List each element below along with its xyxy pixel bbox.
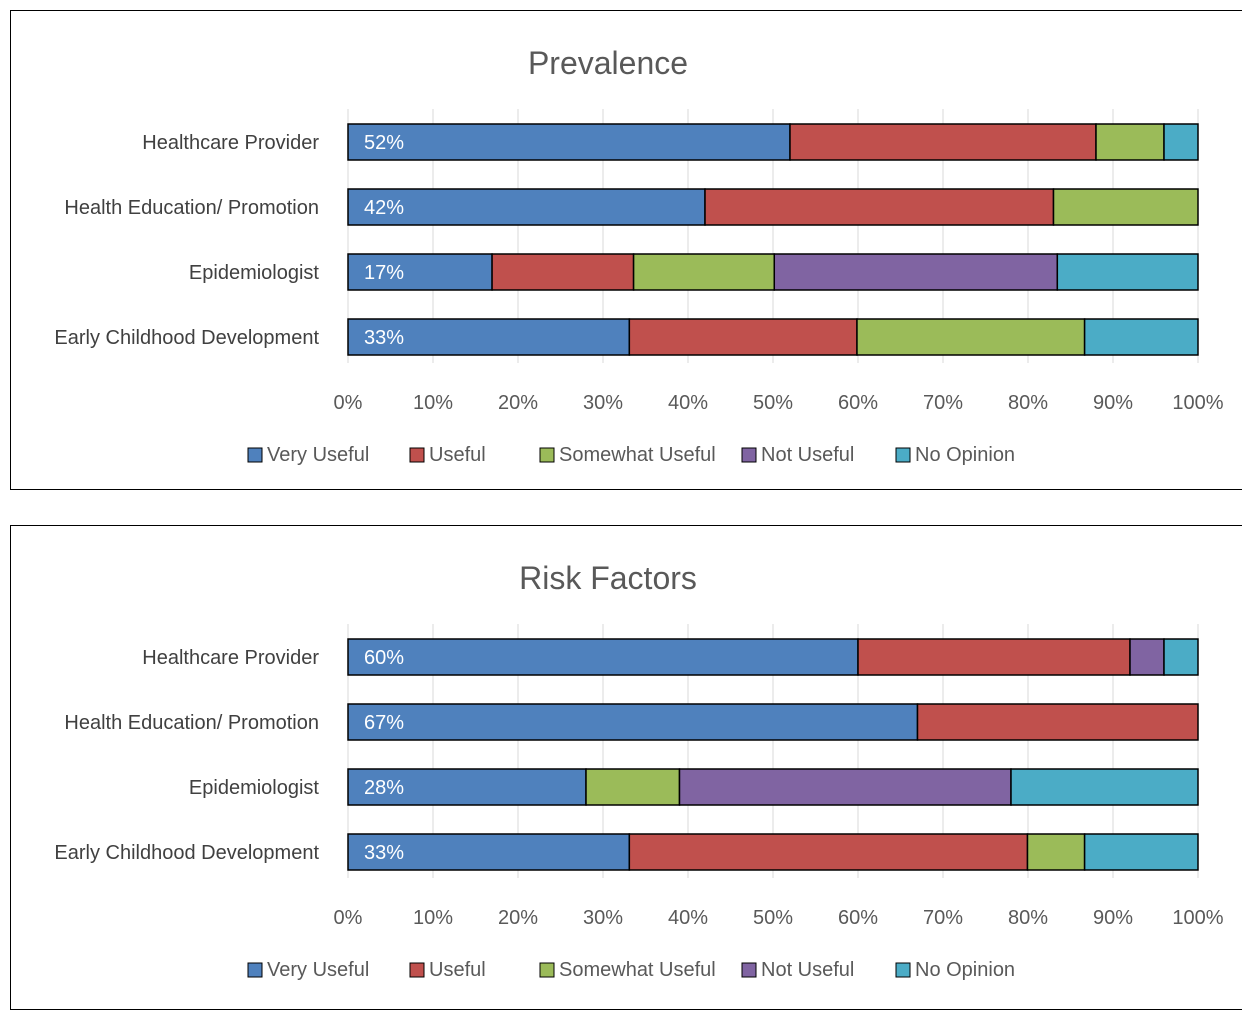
data-label: 28% [364, 777, 404, 799]
bar-segment [856, 318, 1086, 356]
data-label: 42% [364, 197, 404, 219]
x-tick-label: 10% [413, 392, 453, 414]
category-label: Healthcare Provider [142, 132, 319, 154]
legend-label: Useful [429, 959, 486, 981]
bar-segment [773, 253, 1059, 291]
legend-swatch [247, 962, 263, 978]
legend-swatch [409, 962, 425, 978]
bar-segment [347, 703, 919, 741]
category-label: Health Education/ Promotion [64, 197, 319, 219]
category-label: Healthcare Provider [142, 647, 319, 669]
x-tick-label: 0% [334, 907, 363, 929]
bar-segment [789, 123, 1097, 161]
x-tick-label: 80% [1008, 392, 1048, 414]
bar-segment [347, 768, 587, 806]
chart-prevalence: Prevalence Healthcare Provider 52% Health E… [10, 10, 1242, 490]
x-tick-label: 60% [838, 392, 878, 414]
legend-label: Very Useful [267, 444, 369, 466]
x-tick-label: 0% [334, 392, 363, 414]
x-tick-label: 100% [1172, 392, 1223, 414]
bar-segment [1095, 123, 1165, 161]
bar-segment [704, 188, 1055, 226]
bar-segment [1052, 188, 1199, 226]
category-label: Early Childhood Development [54, 842, 319, 864]
x-tick-label: 100% [1172, 907, 1223, 929]
legend-swatch [895, 962, 911, 978]
bar-segment [347, 188, 706, 226]
x-tick-label: 40% [668, 907, 708, 929]
data-label: 17% [364, 262, 404, 284]
x-tick-label: 80% [1008, 907, 1048, 929]
bar-segment [916, 703, 1199, 741]
x-tick-label: 70% [923, 392, 963, 414]
data-label: 67% [364, 712, 404, 734]
chart-risk-factors: Risk Factors Healthcare Provider 60% Health… [10, 525, 1242, 1010]
data-label: 33% [364, 327, 404, 349]
bar-segment [1083, 318, 1199, 356]
bar-segment [1163, 638, 1199, 676]
legend-swatch [409, 447, 425, 463]
legend-swatch [247, 447, 263, 463]
bar-segment [491, 253, 635, 291]
bar-segment [1129, 638, 1165, 676]
bar-segment [628, 318, 858, 356]
bar-segment [347, 833, 631, 871]
legend-label: Somewhat Useful [559, 444, 716, 466]
bar-segment [857, 638, 1131, 676]
data-label: 52% [364, 132, 404, 154]
category-label: Early Childhood Development [54, 327, 319, 349]
chart-risk-factors-svg: Risk Factors Healthcare Provider 60% Health… [54, 560, 1223, 981]
category-label: Epidemiologist [189, 262, 320, 284]
bar-segment [347, 253, 493, 291]
x-tick-label: 90% [1093, 907, 1133, 929]
x-tick-label: 50% [753, 907, 793, 929]
legend-swatch [895, 447, 911, 463]
x-tick-label: 50% [753, 392, 793, 414]
data-label: 33% [364, 842, 404, 864]
bar-segment [347, 638, 859, 676]
x-tick-label: 90% [1093, 392, 1133, 414]
bar-segment [1010, 768, 1199, 806]
legend-label: No Opinion [915, 959, 1015, 981]
bar-segment [1163, 123, 1199, 161]
bar-segment [1026, 833, 1086, 871]
legend-label: Not Useful [761, 444, 854, 466]
data-label: 60% [364, 647, 404, 669]
x-tick-label: 30% [583, 392, 623, 414]
x-tick-label: 70% [923, 907, 963, 929]
chart-title: Prevalence [528, 45, 688, 81]
legend-label: Somewhat Useful [559, 959, 716, 981]
bar-segment [347, 123, 791, 161]
legend-swatch [741, 447, 757, 463]
x-tick-label: 20% [498, 392, 538, 414]
x-tick-label: 20% [498, 907, 538, 929]
x-tick-label: 40% [668, 392, 708, 414]
category-label: Health Education/ Promotion [64, 712, 319, 734]
chart-prevalence-svg: Prevalence Healthcare Provider 52% Health E… [54, 45, 1223, 466]
legend-swatch [741, 962, 757, 978]
x-tick-label: 30% [583, 907, 623, 929]
bar-segment [632, 253, 776, 291]
bar-segment [585, 768, 681, 806]
legend-label: Very Useful [267, 959, 369, 981]
chart-title: Risk Factors [519, 560, 697, 596]
legend-swatch [539, 962, 555, 978]
bar-segment [628, 833, 1029, 871]
bar-segment [678, 768, 1012, 806]
legend-swatch [539, 447, 555, 463]
x-tick-label: 10% [413, 907, 453, 929]
legend-label: Useful [429, 444, 486, 466]
bar-segment [1056, 253, 1199, 291]
x-tick-label: 60% [838, 907, 878, 929]
category-label: Epidemiologist [189, 777, 320, 799]
bar-segment [1083, 833, 1199, 871]
legend-label: No Opinion [915, 444, 1015, 466]
legend-label: Not Useful [761, 959, 854, 981]
